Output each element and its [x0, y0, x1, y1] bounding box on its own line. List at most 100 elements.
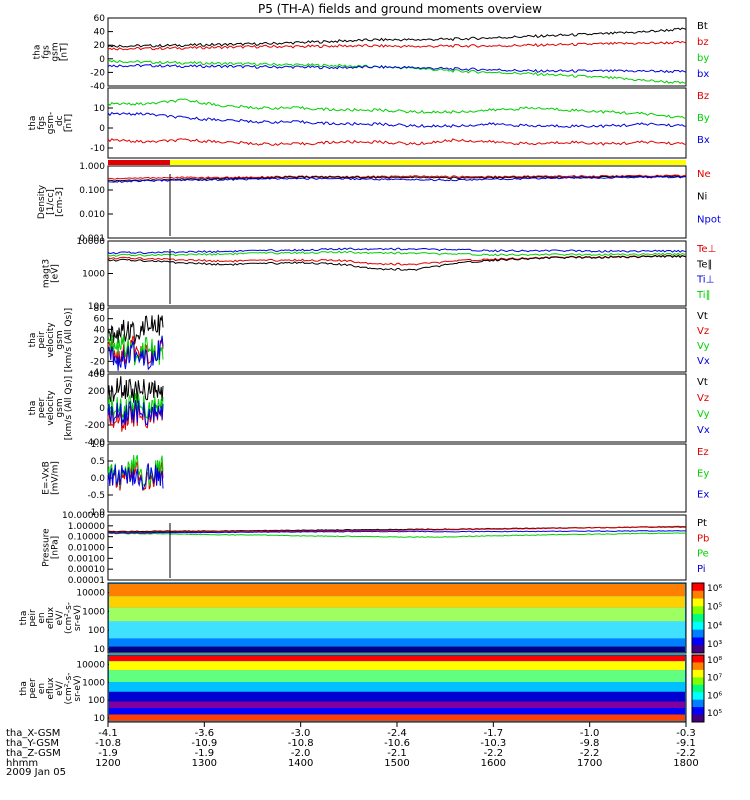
legend-Ez: Ez	[697, 447, 709, 458]
legend-Vz: Vz	[697, 393, 709, 404]
x-tick-label: -2.4	[387, 728, 407, 739]
ylabel-line: E=-VxB	[42, 461, 52, 495]
y-tick-label: 80	[94, 304, 106, 314]
panel-frame	[107, 307, 687, 373]
y-tick-label: 10	[94, 104, 106, 114]
x-tick-label: -9.8	[580, 738, 600, 749]
y-tick-label: 0.001	[79, 234, 105, 244]
spectrogram-band	[109, 701, 685, 708]
x-tick-label: 1300	[192, 758, 217, 769]
legend-by: by	[697, 53, 709, 64]
y-tick-label: 0.00001	[68, 576, 105, 586]
y-tick-label: -20	[90, 68, 105, 78]
x-tick-label: 1600	[481, 758, 506, 769]
panel-frame	[107, 443, 687, 513]
ylabel-line: eV/	[55, 680, 65, 696]
series-line-Bx	[107, 111, 687, 129]
legend-Npot: Npot	[697, 214, 721, 225]
ylabel-line: magt3	[42, 259, 52, 288]
y-tick-label: 10000	[76, 660, 105, 670]
spectrogram-band	[109, 607, 685, 622]
x-tick-label: -10.3	[480, 738, 506, 749]
ylabel-line: [cm-3]	[55, 187, 65, 217]
legend-Vz: Vz	[697, 326, 709, 337]
colorbar-segment	[692, 669, 704, 678]
legend-Pi: Pi	[697, 564, 706, 575]
legend-Pt: Pt	[697, 518, 707, 529]
ylabel-line: _dc	[55, 115, 65, 131]
legend-Te⊥: Te⊥	[696, 244, 716, 255]
ylabel-line: tha	[28, 333, 38, 348]
panel-frame	[107, 17, 687, 87]
panel-ylabel: E=-VxB [mV/m]	[42, 461, 61, 495]
y-tick-label: -200	[85, 421, 106, 431]
spectrogram-band	[109, 584, 685, 597]
x-tick-label: -10.8	[288, 738, 314, 749]
colorbar-tick-label: 10⁴	[707, 621, 722, 631]
legend-Ti∥: Ti∥	[696, 290, 711, 301]
colorbar-segment	[692, 714, 704, 723]
ylabel-line: (cm²-s-	[64, 672, 74, 704]
status-bar-segment	[108, 160, 170, 165]
legend-bx: bx	[697, 69, 709, 80]
ylabel-line: [km/s (All Qs)]	[64, 308, 74, 372]
colorbar-tick-label: 10³	[707, 640, 722, 650]
ylabel-line: tha	[33, 45, 43, 60]
x-tick-label: -10.8	[95, 738, 121, 749]
legend-Ey: Ey	[697, 468, 709, 479]
ylabel-line: [nT]	[60, 43, 70, 61]
colorbar-segment	[692, 692, 704, 701]
colorbar-segment	[692, 590, 704, 600]
panel-frame	[107, 373, 687, 443]
series-line-Vy	[107, 333, 164, 366]
colorbar-segment	[692, 614, 704, 623]
legend-Vx: Vx	[697, 356, 710, 367]
series-line-Pi	[107, 530, 686, 534]
series-line-Bt	[107, 27, 687, 48]
colorbar-segment	[692, 655, 704, 663]
ylabel-line: fgs	[42, 45, 52, 59]
panel-ylabel: Pressure [nPa]	[42, 528, 61, 567]
y-tick-label: 100	[88, 626, 105, 636]
legend-Ni: Ni	[697, 192, 707, 203]
legend-Bz: Bz	[697, 91, 709, 102]
ylabel-line: Density	[37, 184, 47, 219]
y-tick-label: 10.00000	[62, 511, 105, 521]
colorbar-segment	[692, 606, 704, 615]
x-tick-label: -10.6	[384, 738, 410, 749]
ylabel-line: eflux	[46, 677, 56, 700]
panel-ylabel: tha fgs gsm [nT]	[33, 42, 70, 61]
legend-Vt: Vt	[697, 377, 708, 388]
x-tick-label: -2.2	[580, 748, 600, 759]
spectrogram-band	[109, 621, 685, 639]
x-tick-label: -0.3	[676, 728, 696, 739]
y-tick-label: 200	[88, 387, 105, 397]
y-tick-label: 0.5	[91, 457, 105, 467]
series-line-Vx	[107, 335, 164, 371]
panel-ylabel: tha peer en eflux eV/(cm²-s-sr-eV)	[19, 672, 83, 704]
spectrogram-band	[109, 638, 685, 647]
ylabel-line: sr-eV)	[73, 675, 83, 701]
colorbar-frame	[691, 654, 705, 723]
y-tick-label: 1.000	[79, 162, 105, 172]
legend-Pb: Pb	[697, 533, 709, 544]
colorbar-tick-label: 10⁵	[707, 709, 722, 719]
y-tick-label: -10	[90, 144, 105, 154]
y-tick-label: 0.10000	[68, 533, 105, 543]
y-tick-label: 100	[88, 696, 105, 706]
series-line-bz	[107, 40, 687, 51]
y-tick-label: 0.01000	[68, 544, 105, 554]
legend-Vx: Vx	[697, 425, 710, 436]
y-tick-label: -40	[90, 368, 105, 378]
x-tick-label: -2.2	[676, 748, 696, 759]
date-label: 2009 Jan 05	[6, 767, 66, 778]
ylabel-line: [mV/m]	[51, 461, 61, 495]
legend-Bx: Bx	[697, 135, 710, 146]
ylabel-line: (cm²-s-	[64, 602, 74, 634]
panel-ylabel: Density [1/cc] [cm-3]	[37, 184, 65, 219]
y-tick-label: 40	[94, 28, 106, 38]
x-tick-label: -2.1	[387, 748, 407, 759]
ylabel-line: Pressure	[42, 528, 52, 567]
y-tick-label: 1000	[82, 678, 105, 688]
x-tick-label: -1.9	[98, 748, 118, 759]
